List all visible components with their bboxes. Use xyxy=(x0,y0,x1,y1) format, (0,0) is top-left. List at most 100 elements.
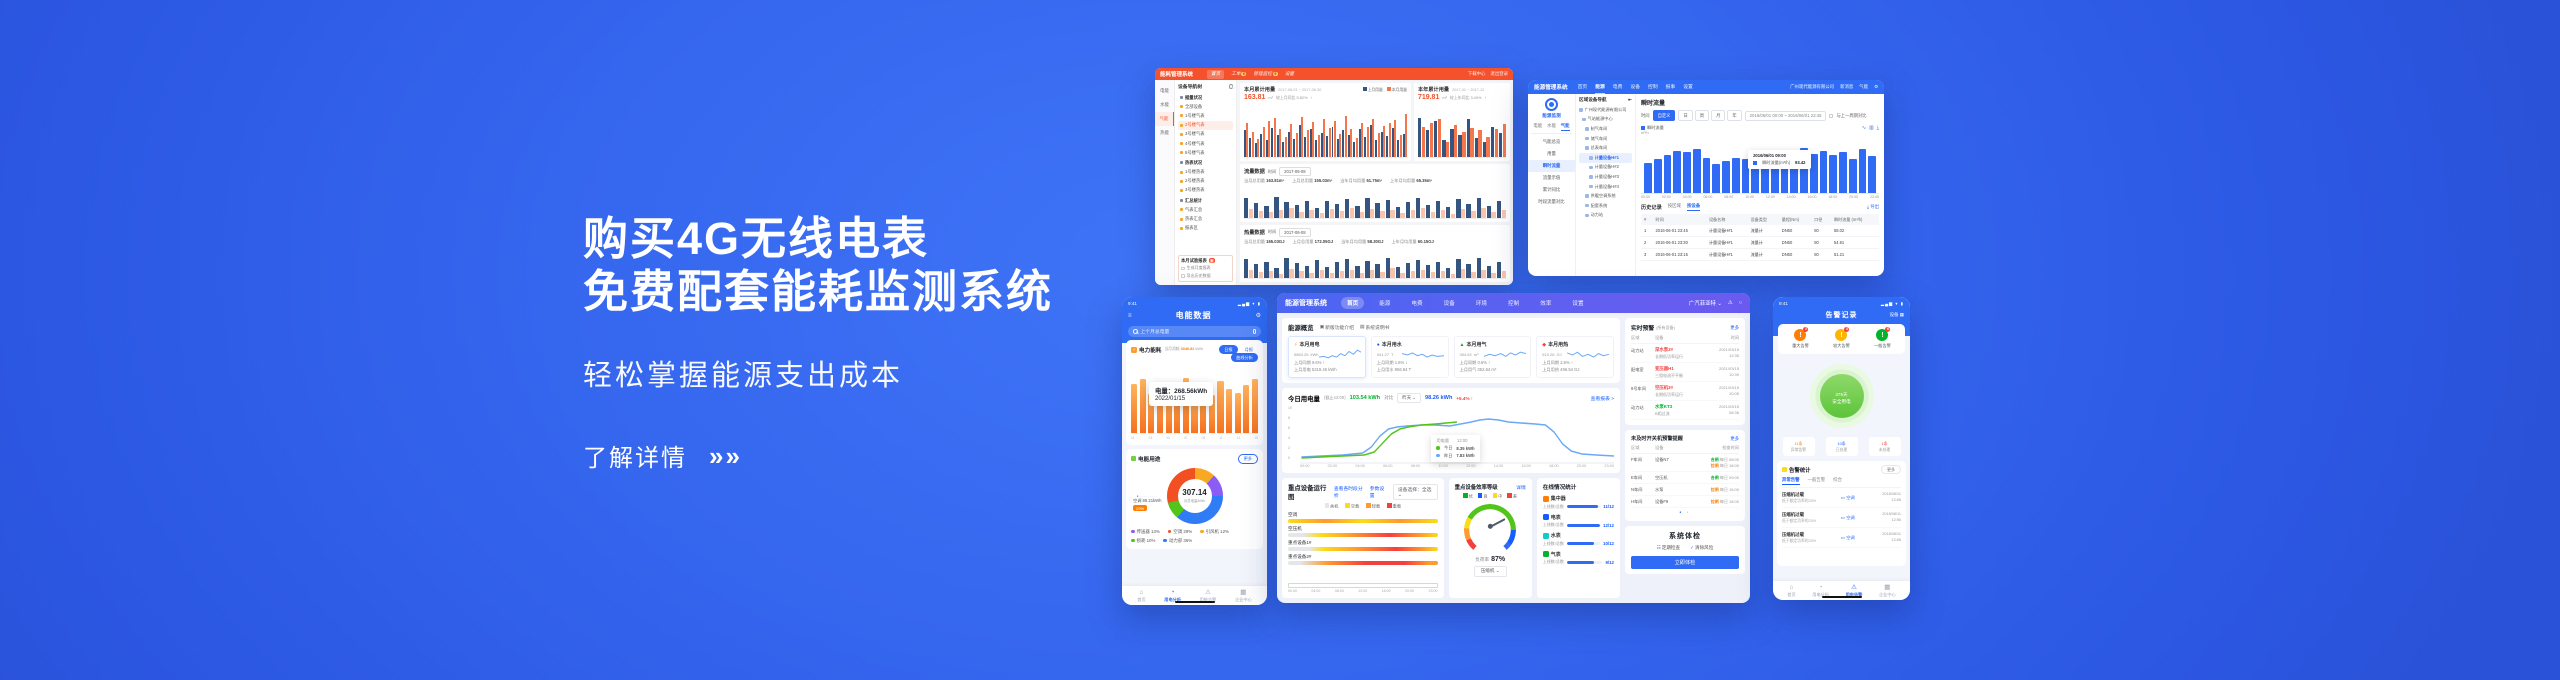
orange-tree-item[interactable]: 5号楼气表 xyxy=(1178,148,1233,157)
center-nav-item[interactable]: 设备 xyxy=(1443,301,1455,307)
table-row[interactable]: 1 2016-06-01 23:45 计量设备H#1 流量计 DN50 80 58.02 xyxy=(1641,225,1879,237)
more-link[interactable]: 更多 xyxy=(1730,435,1739,441)
orange-rail-item[interactable]: 水能 xyxy=(1160,102,1169,107)
switch-row[interactable]: H车间 设备F9 拉闸 每日 18:00 xyxy=(1631,496,1739,508)
blue-nav-item[interactable]: 控制 xyxy=(1648,85,1658,90)
tab-bar-item[interactable]: ▦ 企业中心 xyxy=(1234,589,1252,602)
orange-tree-item[interactable]: 气表汇总 xyxy=(1178,205,1233,214)
blue-nav-item[interactable]: 报事 xyxy=(1665,85,1676,90)
blue-nav-item[interactable]: 能源 xyxy=(1595,80,1605,94)
pagination-dots[interactable]: • • xyxy=(1679,510,1691,516)
orange-tree-item[interactable]: 2号楼气表 xyxy=(1178,120,1233,130)
param-settings-link[interactable]: 参数设置 xyxy=(1369,487,1385,499)
orange-tree-item[interactable]: 汇总统计 xyxy=(1178,196,1233,205)
export-link[interactable]: ⤓ 导出 xyxy=(1867,204,1879,209)
more-pill[interactable]: 更多 xyxy=(1237,453,1258,464)
center-nav-item[interactable]: 效率 xyxy=(1540,301,1552,307)
line-chart-toggle-icon[interactable]: ∿ xyxy=(1861,125,1867,131)
orange-user-link[interactable]: 下载中心 xyxy=(1467,71,1486,76)
orange-tree-item[interactable]: 1号楼气表 xyxy=(1178,111,1233,120)
alert-row[interactable]: 动力站 水泵KT3 B相过流 2021/03/15 08:36 xyxy=(1631,401,1739,420)
blue-nav-item[interactable]: 首页 xyxy=(1577,85,1588,90)
more-link[interactable]: 更多 xyxy=(1730,324,1739,330)
checkbox-icon[interactable] xyxy=(1181,266,1185,271)
tree-node[interactable]: 气站能源中心 xyxy=(1579,115,1632,125)
alarm-tab[interactable]: 综合 xyxy=(1833,477,1842,482)
period-analysis-link[interactable]: 查看各时段分析 xyxy=(1333,487,1363,499)
rail-menu-item[interactable]: 流量示值 xyxy=(1542,175,1561,180)
quick-range-button[interactable]: 年 xyxy=(1727,110,1742,121)
orange-tree-item[interactable]: 据量状况 xyxy=(1178,93,1233,102)
search-input[interactable]: 上个月总电量 xyxy=(1128,326,1261,337)
collapse-icon[interactable]: ⇤ xyxy=(1628,97,1632,102)
alarm-tab[interactable]: 异常告警 xyxy=(1782,477,1800,485)
orange-tree-item[interactable]: 4号楼气表 xyxy=(1178,139,1233,148)
device-type-select[interactable]: 压缩机 ⌄ xyxy=(1473,565,1507,577)
date-picker[interactable]: 2017-06-08 xyxy=(1279,167,1311,176)
bar-chart-toggle-icon[interactable]: ▥ xyxy=(1869,125,1874,131)
history-tab[interactable]: 按设备 xyxy=(1686,203,1701,211)
company-name[interactable]: 广州现代能源有限公司 xyxy=(1790,84,1835,89)
preset-button[interactable]: 自定义 xyxy=(1652,110,1676,121)
alarm-list-row[interactable]: 压缩机过载 低于额定功率的20% ▭ 空调 2018/08/11 12:56 xyxy=(1782,528,1901,548)
mic-icon[interactable] xyxy=(1253,329,1256,334)
blue-nav-item[interactable]: 设置 xyxy=(1683,85,1693,90)
curve-analysis-pill[interactable]: 曲线分析 xyxy=(1231,353,1258,362)
search-icon[interactable] xyxy=(1228,84,1233,89)
new-features-link[interactable]: ▣ 新版功能介绍 xyxy=(1319,325,1354,331)
orange-user-link[interactable]: 退出登录 xyxy=(1490,71,1508,76)
alarm-type[interactable]: ! 2 重大告警 xyxy=(1792,327,1809,348)
alert-row[interactable]: 动力站 深水泵3# 长期低功率运行 2021/03/15 12:35 xyxy=(1631,344,1739,363)
header-link[interactable]: 气能 xyxy=(1859,84,1869,89)
view-report-link[interactable]: 查看报表 > xyxy=(1590,396,1614,402)
gear-icon[interactable]: ⚙ xyxy=(1874,84,1878,89)
tree-node[interactable]: 储气车间 xyxy=(1579,134,1632,144)
rail-menu-item[interactable]: 气能总览 xyxy=(1542,139,1561,144)
orange-tree-item[interactable]: 1号楼热表 xyxy=(1178,168,1233,177)
heat-card[interactable]: ◆ 本月用热 510.26 GJ 上月同期 2.6% ↑ 上月用热 496.54 … xyxy=(1536,336,1614,378)
center-nav-item[interactable]: 首页 xyxy=(1341,297,1365,309)
manual-link[interactable]: ▤ 系统说明书 xyxy=(1359,325,1390,331)
orange-tree-item[interactable]: 全部设备 xyxy=(1178,102,1233,111)
more-pill[interactable]: 更多 xyxy=(1881,465,1901,474)
center-nav-item[interactable]: 设置 xyxy=(1572,301,1584,307)
gas-card[interactable]: ▲ 本月用气 354.52 m³ 上月同期 0.6% ↑ 上月用气 352.64 … xyxy=(1453,336,1532,378)
date-picker[interactable]: 2017-06-08 xyxy=(1279,227,1311,237)
orange-rail-item[interactable]: 电能 xyxy=(1160,88,1169,93)
menu-icon[interactable]: ≡ xyxy=(1128,312,1132,319)
compare-checkbox[interactable] xyxy=(1829,113,1834,118)
alert-row[interactable]: 8号车间 空压机3# 长期低功率运行 2021/03/15 10:05 xyxy=(1631,382,1739,401)
timeline-brush[interactable] xyxy=(1288,583,1438,588)
quick-range-button[interactable]: 月 xyxy=(1711,110,1726,121)
checkbox-icon[interactable] xyxy=(1181,274,1185,278)
drop-icon[interactable]: ○ xyxy=(1738,300,1742,306)
download-icon[interactable]: ⤓ xyxy=(1876,125,1879,131)
orange-tree-item[interactable]: 报表区 xyxy=(1178,224,1233,233)
tree-node[interactable]: 计量设备H#3 xyxy=(1579,172,1632,182)
orange-rail-item[interactable]: 热能 xyxy=(1160,130,1169,135)
date-range-picker[interactable]: 2016/06/01 00:00 ~ 2016/06/01 23:45 xyxy=(1744,110,1827,121)
switch-row[interactable]: N车间 水泵 拉闸 每日 15:00 xyxy=(1631,484,1739,496)
tab-bar-item[interactable]: ⌂ 首页 xyxy=(1787,584,1796,597)
center-nav-item[interactable]: 环境 xyxy=(1475,301,1488,307)
switch-row[interactable]: F车间 设备N7 合闸 每日 08:00 拉闸 每日 18:00 xyxy=(1631,454,1739,472)
orange-nav-item[interactable]: 设置 xyxy=(1284,71,1295,76)
tree-node[interactable]: 供暖空调系统 xyxy=(1579,191,1632,201)
rail-menu-item[interactable]: 时段流量对比 xyxy=(1538,199,1565,204)
compare-select[interactable]: 昨天 ⌄ xyxy=(1397,393,1421,403)
tree-node[interactable]: 计量设备H#4 xyxy=(1579,182,1632,192)
tree-node[interactable]: 动力站 xyxy=(1579,211,1632,221)
tab-bar-item[interactable]: ⌂ 首页 xyxy=(1137,589,1146,602)
orange-tree-item[interactable]: 3号楼气表 xyxy=(1178,130,1233,139)
report-option[interactable]: 导出历史数据 xyxy=(1181,273,1230,279)
orange-rail-item[interactable]: 气能 xyxy=(1155,112,1174,126)
center-nav-item[interactable]: 能源 xyxy=(1379,301,1391,307)
center-nav-item[interactable]: 电费 xyxy=(1411,301,1423,307)
table-row[interactable]: 3 2016-06-01 23:15 计量设备H#1 流量计 DN50 80 51.21 xyxy=(1641,248,1879,261)
gear-icon[interactable]: ⚙ xyxy=(1255,313,1261,319)
rail-menu-item[interactable]: 累计同比 xyxy=(1542,187,1561,192)
device-select[interactable]: 设备选择：全选 ⌄ xyxy=(1392,484,1438,500)
orange-tree-item[interactable]: 2号楼热表 xyxy=(1178,177,1233,186)
center-nav-item[interactable]: 控制 xyxy=(1508,301,1520,307)
tree-node[interactable]: 制气车间 xyxy=(1579,124,1632,134)
